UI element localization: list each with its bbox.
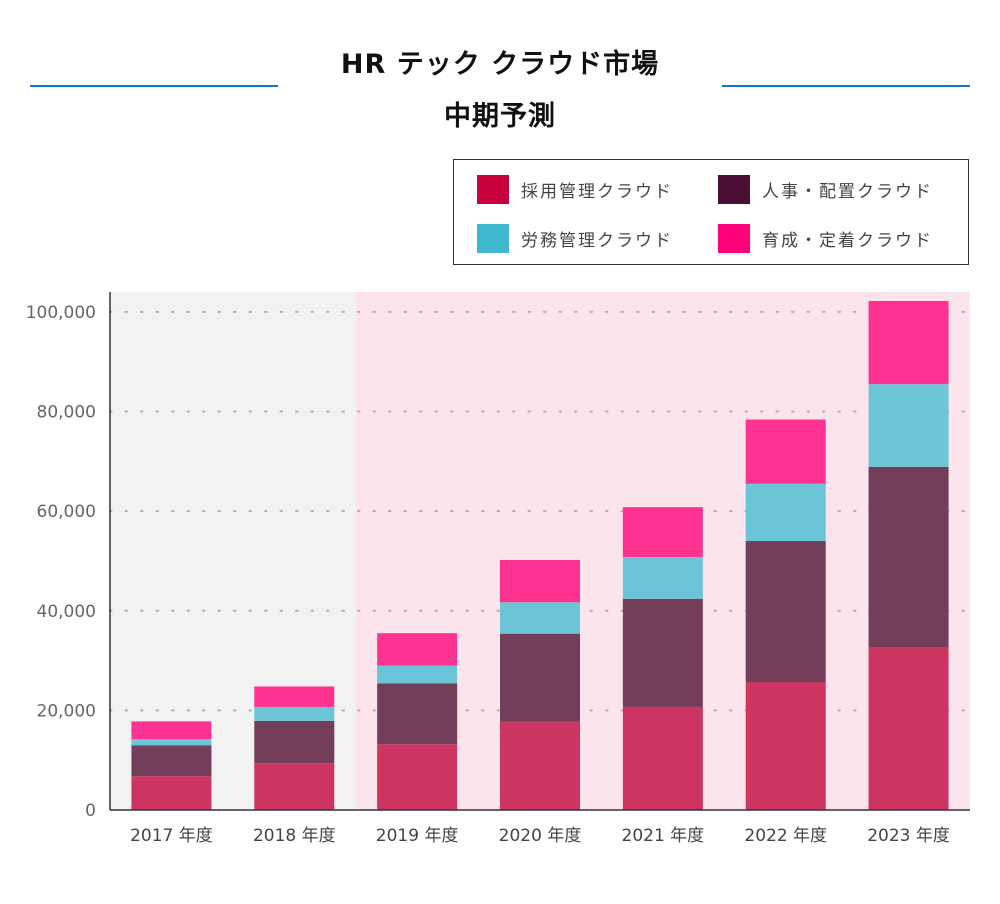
bar-segment [745,541,826,682]
x-tick-label: 2020 年度 [499,826,582,846]
legend-item-recruiting: 採用管理クラウド [477,174,673,204]
x-tick-label: 2019 年度 [376,826,459,846]
bar-segment [500,602,580,634]
y-tick-label: 100,000 [26,303,96,323]
bar-segment [377,683,458,745]
y-tick-label: 60,000 [37,502,96,522]
legend: 採用管理クラウド 人事・配置クラウド 労務管理クラウド 育成・定着クラウド [453,159,969,265]
bar-segment [868,647,949,810]
legend-item-labor: 労務管理クラウド [477,223,673,253]
bar-segment [868,300,949,385]
bar-segment [131,721,212,740]
bar-segment [745,681,826,810]
x-tick-label: 2017 年度 [130,826,213,846]
bar-segment [500,633,580,722]
legend-label-labor: 労務管理クラウド [521,230,673,251]
bar-segment [745,419,826,484]
bar-segment [622,556,703,599]
bar-segment [622,507,703,557]
legend-swatch-recruiting [477,174,509,204]
x-tick-label: 2021 年度 [622,826,705,846]
legend-label-hr-placement: 人事・配置クラウド [762,181,933,202]
legend-item-training: 育成・定着クラウド [718,223,933,253]
bar-segment [377,744,458,810]
x-tick-label: 2023 年度 [867,826,950,846]
legend-swatch-training [718,223,750,253]
bar-segment [254,706,335,721]
bar-segment [745,483,826,542]
y-tick-label: 80,000 [37,403,96,423]
chart-title-line2: 中期予測 [444,101,556,132]
bar-segment [131,776,212,810]
bar-segment [622,706,703,810]
y-tick-label: 40,000 [37,602,96,622]
bar-segment [131,739,212,746]
title-rule-left [30,85,278,87]
bar-segment [131,745,212,777]
x-tick-label: 2018 年度 [253,826,336,846]
bar-segment [868,466,949,648]
bar-segment [622,598,703,707]
bar-segment [500,559,580,603]
bar-segment [254,720,335,764]
x-tick-label: 2022 年度 [744,826,827,846]
legend-swatch-hr-placement [718,174,750,204]
legend-swatch-labor [477,223,509,253]
bar-segment [254,686,335,707]
legend-label-training: 育成・定着クラウド [762,230,933,251]
title-rule-right [722,85,970,87]
legend-item-hr-placement: 人事・配置クラウド [718,174,933,204]
y-tick-label: 0 [85,801,96,821]
chart-title-line1: HR テック クラウド市場 [340,49,660,80]
legend-label-recruiting: 採用管理クラウド [521,181,673,202]
y-tick-label: 20,000 [37,701,96,721]
bar-segment [377,665,458,684]
bar-segment [377,633,458,666]
bar-segment [254,763,335,810]
bar-segment [500,721,580,810]
bar-segment [868,384,949,467]
